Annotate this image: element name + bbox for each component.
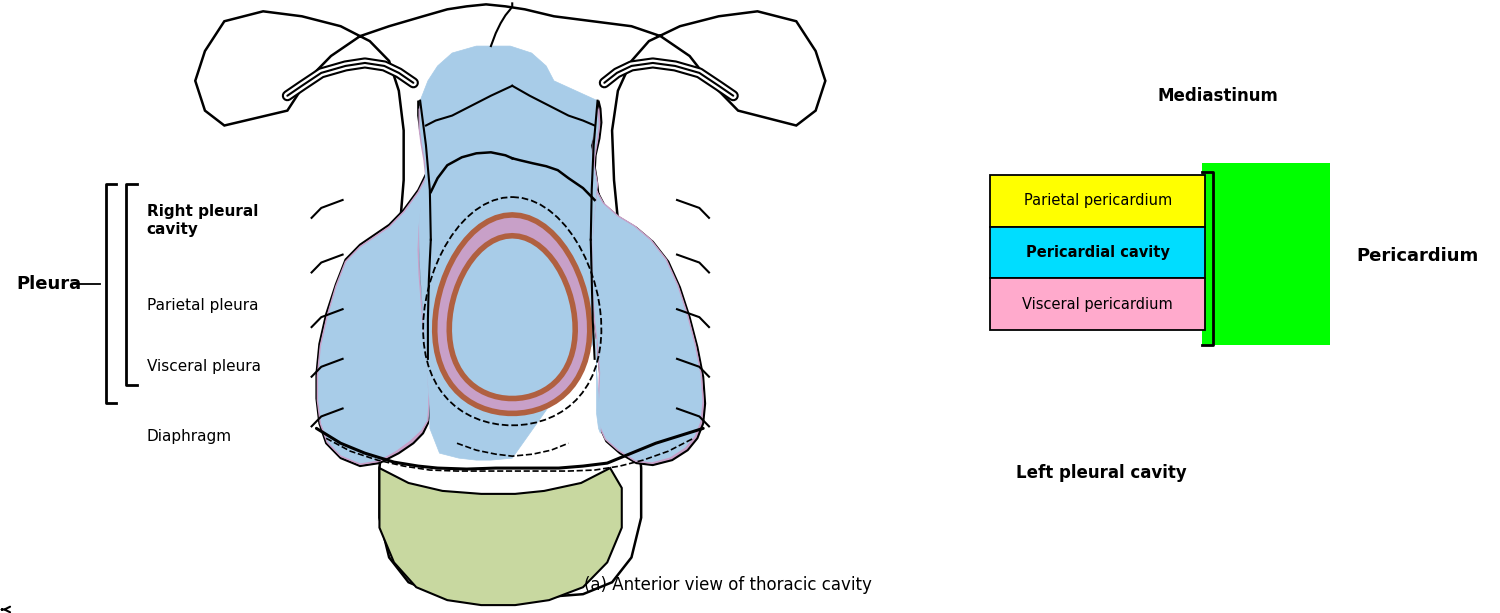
Text: Visceral pericardium: Visceral pericardium bbox=[1023, 297, 1173, 311]
Bar bbox=[1203, 162, 1330, 345]
Bar bbox=[990, 175, 1206, 227]
Bar bbox=[990, 278, 1206, 330]
Polygon shape bbox=[316, 101, 432, 466]
Text: Right pleural
cavity: Right pleural cavity bbox=[147, 204, 258, 237]
Polygon shape bbox=[435, 215, 590, 413]
Text: Left pleural cavity: Left pleural cavity bbox=[1017, 464, 1186, 482]
Polygon shape bbox=[591, 101, 705, 465]
Text: Parietal pericardium: Parietal pericardium bbox=[1023, 193, 1172, 208]
Text: Pleura: Pleura bbox=[16, 275, 81, 294]
Text: Pericardium: Pericardium bbox=[1356, 247, 1479, 265]
Polygon shape bbox=[419, 46, 600, 460]
Polygon shape bbox=[318, 109, 432, 464]
Polygon shape bbox=[450, 236, 574, 398]
Text: Visceral pleura: Visceral pleura bbox=[147, 359, 261, 374]
Text: Pericardial cavity: Pericardial cavity bbox=[1026, 245, 1170, 260]
Polygon shape bbox=[380, 468, 622, 605]
Polygon shape bbox=[591, 109, 703, 463]
Text: Parietal pleura: Parietal pleura bbox=[147, 298, 258, 313]
Text: Mediastinum: Mediastinum bbox=[1158, 86, 1278, 105]
Bar bbox=[990, 227, 1206, 278]
Text: (a) Anterior view of thoracic cavity: (a) Anterior view of thoracic cavity bbox=[585, 576, 873, 594]
Polygon shape bbox=[195, 4, 825, 597]
Text: Diaphragm: Diaphragm bbox=[147, 429, 232, 444]
